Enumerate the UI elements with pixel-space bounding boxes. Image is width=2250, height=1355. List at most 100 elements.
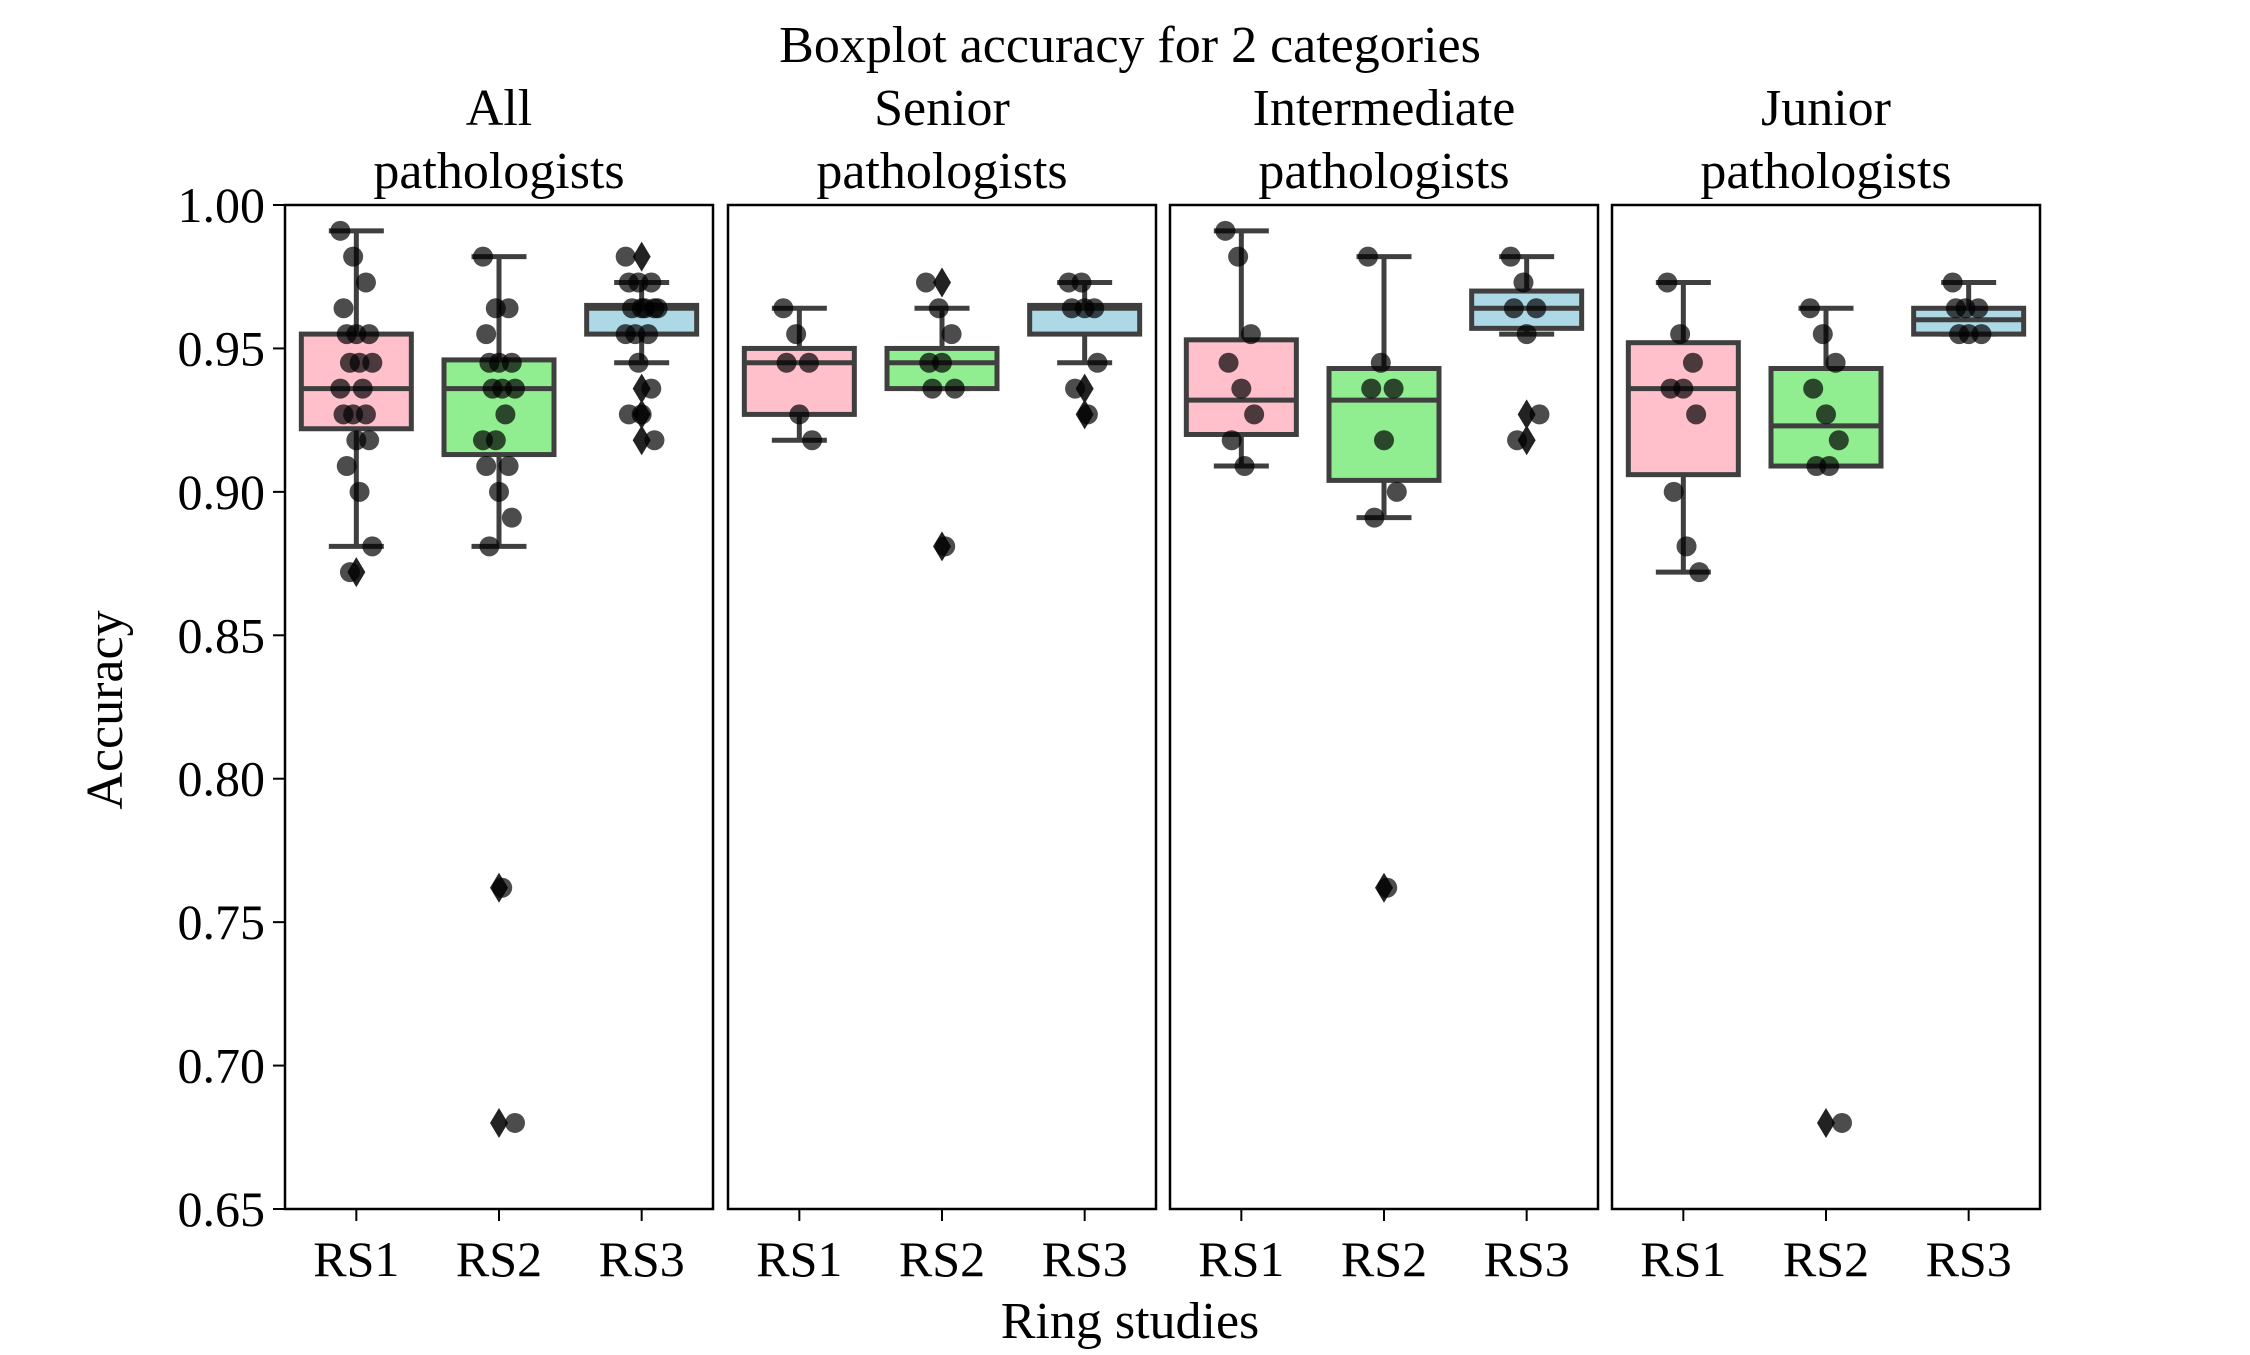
- data-point: [1513, 272, 1534, 293]
- data-point: [786, 324, 807, 345]
- data-point: [505, 378, 525, 399]
- data-point: [330, 220, 351, 241]
- y-tick-label: 0.90: [178, 464, 266, 520]
- data-point: [349, 481, 370, 502]
- data-point: [1221, 430, 1242, 451]
- data-point: [1816, 404, 1836, 425]
- data-point: [1682, 352, 1703, 373]
- data-point: [336, 324, 357, 345]
- data-point: [498, 298, 519, 319]
- panel-title-line2: pathologists: [1700, 143, 1951, 200]
- y-tick-label: 0.80: [178, 751, 266, 807]
- data-point: [928, 298, 949, 319]
- data-point: [1663, 481, 1684, 502]
- data-point: [1812, 324, 1833, 345]
- data-point: [802, 430, 823, 451]
- data-point: [935, 536, 956, 557]
- data-point: [1529, 404, 1550, 425]
- outlier-marker: [632, 425, 651, 456]
- outlier-marker: [632, 241, 651, 272]
- data-point: [1968, 298, 1989, 319]
- data-point: [641, 378, 662, 399]
- outlier-marker: [1517, 399, 1536, 430]
- y-axis-label: Accuracy: [77, 610, 134, 809]
- data-point: [476, 456, 497, 477]
- data-point: [1361, 378, 1382, 399]
- panel-title-line1: Senior: [874, 80, 1010, 137]
- data-point: [1526, 298, 1547, 319]
- data-point: [941, 324, 962, 345]
- data-point: [1065, 378, 1086, 399]
- x-tick-label: RS3: [599, 1231, 685, 1287]
- data-point: [339, 562, 360, 583]
- data-point: [1828, 430, 1849, 451]
- panels-group: 0.65 0.70 0.75 0.80 0.85 0.90 0.95 1.00 All patho…: [178, 80, 2042, 1287]
- data-point: [1819, 456, 1840, 477]
- data-point: [628, 352, 649, 373]
- data-point: [1803, 378, 1824, 399]
- data-point: [476, 324, 497, 345]
- data-point: [362, 352, 383, 373]
- data-point: [1825, 352, 1846, 373]
- data-point: [489, 481, 509, 502]
- data-point: [1971, 324, 1992, 345]
- data-point: [932, 352, 952, 373]
- data-point: [330, 378, 351, 399]
- panel-title-line1: Junior: [1761, 80, 1891, 137]
- panel-frame: [1610, 203, 2042, 1211]
- data-point: [1364, 507, 1385, 528]
- data-point: [776, 352, 797, 373]
- data-point: [1240, 324, 1261, 345]
- data-point: [1218, 352, 1239, 373]
- box-rs1: [741, 345, 857, 417]
- y-tick-label: 0.70: [178, 1038, 266, 1094]
- data-point: [1077, 404, 1098, 425]
- data-point: [1087, 352, 1108, 373]
- chart-title: Boxplot accuracy for 2 categories: [779, 17, 1481, 74]
- data-point: [1507, 430, 1528, 451]
- data-point: [1231, 378, 1252, 399]
- y-tick-label: 0.75: [178, 894, 266, 950]
- data-point: [1516, 324, 1537, 345]
- data-point: [1234, 456, 1255, 477]
- data-point: [355, 404, 376, 425]
- data-point: [352, 378, 373, 399]
- data-point: [1832, 1112, 1852, 1133]
- data-point: [1215, 220, 1236, 241]
- data-point: [1370, 352, 1391, 373]
- panel-frame: [283, 203, 715, 1211]
- panel-frame: [726, 203, 1158, 1211]
- data-point: [798, 352, 819, 373]
- data-point: [1074, 298, 1095, 319]
- panel-title-line1: All: [466, 80, 532, 137]
- data-point: [789, 404, 810, 425]
- data-point: [495, 404, 516, 425]
- x-tick-label: RS3: [1042, 1231, 1128, 1287]
- x-tick-label: RS1: [313, 1231, 399, 1287]
- data-point: [1686, 404, 1707, 425]
- outlier-marker: [1817, 1107, 1835, 1138]
- x-tick-label: RS2: [899, 1231, 985, 1287]
- data-point: [1670, 324, 1691, 345]
- data-point: [638, 324, 659, 345]
- data-point: [773, 298, 794, 319]
- y-tick-label: 0.85: [178, 607, 266, 663]
- data-point: [482, 378, 503, 399]
- data-point: [1383, 378, 1404, 399]
- data-point: [359, 324, 380, 345]
- data-point: [641, 272, 662, 293]
- data-point: [644, 430, 665, 451]
- data-point: [333, 404, 354, 425]
- x-tick-label: RS1: [756, 1231, 842, 1287]
- x-tick-label: RS2: [456, 1231, 542, 1287]
- y-tick-label: 0.65: [178, 1181, 266, 1237]
- box-rs1: [1183, 337, 1299, 437]
- data-point: [501, 507, 522, 528]
- data-point: [1503, 298, 1524, 319]
- data-point: [1949, 324, 1970, 345]
- x-tick-label: RS3: [1926, 1231, 2012, 1287]
- data-point: [615, 246, 636, 267]
- data-point: [1386, 481, 1407, 502]
- data-point: [944, 378, 965, 399]
